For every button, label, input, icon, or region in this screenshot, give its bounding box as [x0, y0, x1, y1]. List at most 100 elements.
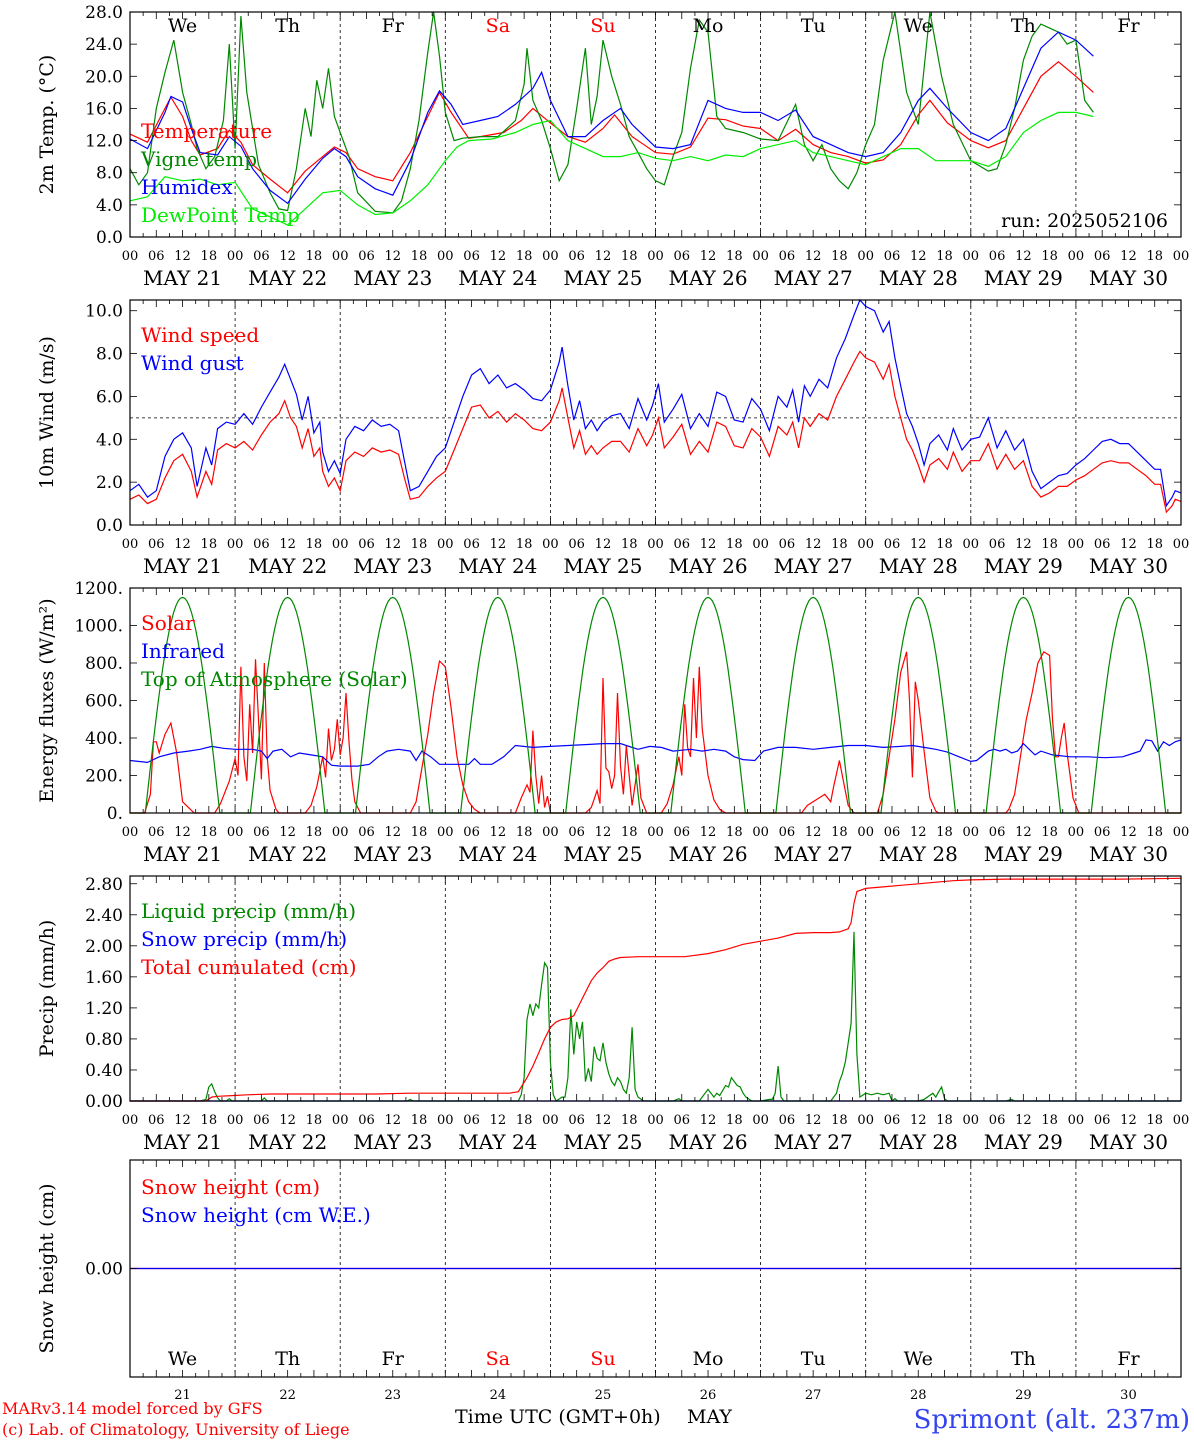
date-label: MAY 21 — [143, 1130, 222, 1154]
date-label: MAY 26 — [668, 842, 747, 866]
hour-tick-label: 06 — [1094, 249, 1111, 264]
hour-tick-label: 18 — [831, 249, 848, 264]
y-tick-label: 600. — [85, 692, 123, 712]
date-label: MAY 29 — [984, 554, 1063, 578]
hour-tick-label: 12 — [490, 825, 507, 840]
hour-tick-label: 00 — [437, 825, 454, 840]
hour-tick-label: 18 — [201, 249, 218, 264]
hour-tick-label: 12 — [174, 537, 191, 552]
y-tick-label: 2.40 — [85, 906, 123, 926]
hour-tick-label: 18 — [411, 537, 428, 552]
hour-tick-label: 12 — [805, 537, 822, 552]
y-tick-label: 2.0 — [96, 473, 123, 493]
panel-4: 0.00 0.40 0.80 1.20 1.60 2.00 2.40 2.80 Precip (… — [36, 875, 1189, 1154]
hour-tick-label: 18 — [1041, 825, 1058, 840]
hour-tick-label: 06 — [463, 537, 480, 552]
hour-tick-label: 12 — [279, 537, 296, 552]
hour-tick-label: 06 — [1094, 825, 1111, 840]
date-label: MAY 29 — [984, 266, 1063, 290]
date-label: MAY 26 — [668, 266, 747, 290]
hour-tick-label: 06 — [989, 249, 1006, 264]
legend-entry: Snow height (cm) — [141, 1175, 320, 1199]
weekday-label: Th — [1011, 15, 1036, 37]
hour-tick-label: 18 — [411, 249, 428, 264]
date-label: MAY 26 — [668, 1130, 747, 1154]
hour-tick-label: 00 — [1068, 249, 1085, 264]
legend-entry: Wind gust — [141, 351, 244, 375]
hour-tick-label: 00 — [1173, 249, 1190, 264]
y-tick-label: 1.60 — [85, 968, 123, 988]
hour-tick-label: 00 — [332, 825, 349, 840]
y-tick-label: 10.0 — [85, 302, 123, 322]
legend-entry: Solar — [141, 611, 195, 635]
y-tick-label: 0. — [107, 804, 123, 824]
y-tick-label: 2.00 — [85, 937, 123, 957]
hour-tick-label: 12 — [490, 1113, 507, 1128]
weekday-label: Th — [275, 1348, 300, 1370]
hour-tick-label: 18 — [201, 825, 218, 840]
hour-tick-label: 00 — [122, 537, 139, 552]
date-label: MAY 28 — [879, 554, 958, 578]
hour-tick-label: 18 — [201, 1113, 218, 1128]
date-label: MAY 24 — [458, 266, 537, 290]
hour-tick-label: 00 — [437, 249, 454, 264]
hour-tick-label: 00 — [1068, 1113, 1085, 1128]
hour-tick-label: 06 — [989, 825, 1006, 840]
legend-entry: Infrared — [141, 639, 225, 663]
y-tick-label: 28.0 — [85, 3, 123, 23]
legend-entry: Snow precip (mm/h) — [141, 927, 347, 951]
hour-tick-label: 06 — [463, 1113, 480, 1128]
plot-frame — [129, 587, 1182, 814]
hour-tick-label: 06 — [568, 1113, 585, 1128]
weekday-label: Fr — [1117, 1348, 1140, 1370]
hour-tick-label: 18 — [831, 537, 848, 552]
date-label: MAY 30 — [1089, 1130, 1168, 1154]
y-tick-label: 1.20 — [85, 999, 123, 1019]
date-label: MAY 30 — [1089, 842, 1168, 866]
hour-tick-label: 00 — [332, 249, 349, 264]
panel-3: 0. 200. 400. 600. 800. 1000. 1200. Energy fluxe… — [36, 579, 1189, 866]
hour-tick-label: 00 — [332, 1113, 349, 1128]
hour-tick-label: 12 — [490, 537, 507, 552]
hour-tick-label: 06 — [1094, 1113, 1111, 1128]
hour-tick-label: 18 — [936, 1113, 953, 1128]
hour-tick-label: 00 — [437, 1113, 454, 1128]
hour-tick-label: 12 — [700, 1113, 717, 1128]
date-label: MAY 22 — [248, 266, 327, 290]
weekday-label: Su — [590, 1348, 615, 1370]
hour-tick-label: 00 — [857, 1113, 874, 1128]
hour-tick-label: 12 — [595, 1113, 612, 1128]
hour-tick-label: 12 — [384, 537, 401, 552]
hour-tick-label: 06 — [568, 249, 585, 264]
hour-tick-label: 12 — [490, 249, 507, 264]
hour-tick-label: 00 — [647, 1113, 664, 1128]
hour-tick-label: 06 — [779, 1113, 796, 1128]
legend-entry: Temperature — [141, 119, 272, 143]
day-number-label: 28 — [910, 1388, 927, 1403]
hour-tick-label: 00 — [857, 537, 874, 552]
hour-tick-label: 00 — [963, 825, 980, 840]
weekday-label: Fr — [1117, 15, 1140, 37]
hour-tick-label: 18 — [1041, 249, 1058, 264]
hour-tick-label: 06 — [779, 249, 796, 264]
hour-tick-label: 18 — [831, 825, 848, 840]
date-label: MAY 25 — [563, 554, 642, 578]
hour-tick-label: 12 — [174, 1113, 191, 1128]
legend-entry: Vigne temp — [140, 147, 257, 171]
weekday-label: Fr — [382, 1348, 405, 1370]
hour-tick-label: 06 — [253, 537, 270, 552]
series-line-total-cumulated-cm- — [130, 877, 1182, 1102]
hour-tick-label: 18 — [936, 537, 953, 552]
panel-1: 0.0 4.0 8.0 12.0 16.0 20.0 24.0 28.0 2m Temp. (°… — [36, 3, 1189, 290]
hour-tick-label: 00 — [963, 537, 980, 552]
hour-tick-label: 06 — [358, 825, 375, 840]
weekday-label: Tu — [801, 1348, 826, 1370]
hour-tick-label: 00 — [857, 249, 874, 264]
hour-tick-label: 18 — [1146, 249, 1163, 264]
y-axis-label: 10m Wind (m/s) — [36, 336, 58, 489]
hour-tick-label: 18 — [1146, 537, 1163, 552]
hour-tick-label: 06 — [674, 825, 691, 840]
date-label: MAY 21 — [143, 842, 222, 866]
y-tick-label: 8.0 — [96, 345, 123, 365]
y-tick-label: 0.0 — [96, 228, 123, 248]
